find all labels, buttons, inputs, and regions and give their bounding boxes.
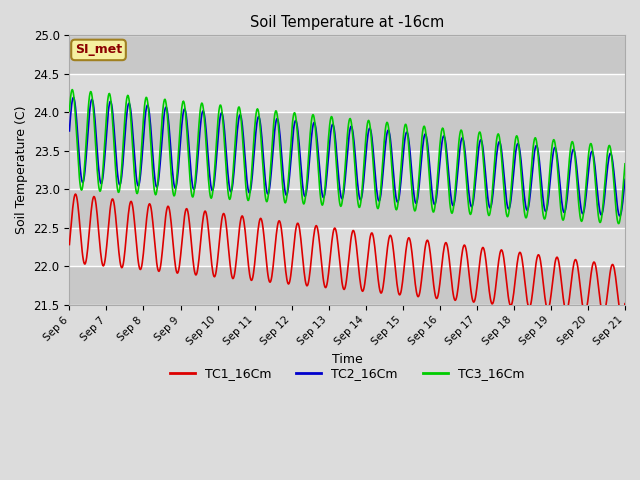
TC2_16Cm <box>291 120 298 126</box>
Bar <box>69 190 625 228</box>
Line: TC2_16Cm: TC2_16Cm <box>69 97 625 216</box>
TC2_16Cm <box>499 163 507 169</box>
TC1_16Cm <box>72 191 79 197</box>
TC2_16Cm <box>70 95 77 100</box>
TC2_16Cm <box>509 174 517 180</box>
Bar <box>69 112 625 151</box>
TC2_16Cm <box>123 112 131 118</box>
TC3_16Cm <box>447 210 455 216</box>
Y-axis label: Soil Temperature (C): Soil Temperature (C) <box>15 106 28 234</box>
Line: TC1_16Cm: TC1_16Cm <box>69 194 625 316</box>
Bar <box>69 266 625 305</box>
TC1_16Cm <box>509 294 517 300</box>
TC1_16Cm <box>123 229 131 235</box>
TC1_16Cm <box>65 241 73 247</box>
TC2_16Cm <box>616 213 624 219</box>
TC3_16Cm <box>68 87 76 93</box>
TC3_16Cm <box>615 221 623 227</box>
TC1_16Cm <box>291 236 298 241</box>
TC3_16Cm <box>311 119 319 124</box>
TC3_16Cm <box>621 161 629 167</box>
TC3_16Cm <box>509 158 517 164</box>
TC1_16Cm <box>311 227 319 233</box>
TC3_16Cm <box>123 96 131 102</box>
Text: SI_met: SI_met <box>75 43 122 57</box>
TC2_16Cm <box>621 177 629 182</box>
Line: TC3_16Cm: TC3_16Cm <box>69 90 625 224</box>
TC3_16Cm <box>65 108 73 114</box>
TC3_16Cm <box>499 178 507 183</box>
TC2_16Cm <box>311 120 319 126</box>
X-axis label: Time: Time <box>332 353 363 366</box>
TC2_16Cm <box>65 128 73 134</box>
Bar <box>69 36 625 74</box>
Bar <box>69 74 625 112</box>
TC2_16Cm <box>447 198 455 204</box>
Title: Soil Temperature at -16cm: Soil Temperature at -16cm <box>250 15 444 30</box>
Bar <box>69 228 625 266</box>
TC1_16Cm <box>447 278 455 284</box>
TC1_16Cm <box>621 301 629 307</box>
Legend: TC1_16Cm, TC2_16Cm, TC3_16Cm: TC1_16Cm, TC2_16Cm, TC3_16Cm <box>165 362 529 385</box>
TC3_16Cm <box>291 110 298 116</box>
TC1_16Cm <box>618 313 625 319</box>
TC1_16Cm <box>499 252 507 258</box>
Bar <box>69 151 625 190</box>
